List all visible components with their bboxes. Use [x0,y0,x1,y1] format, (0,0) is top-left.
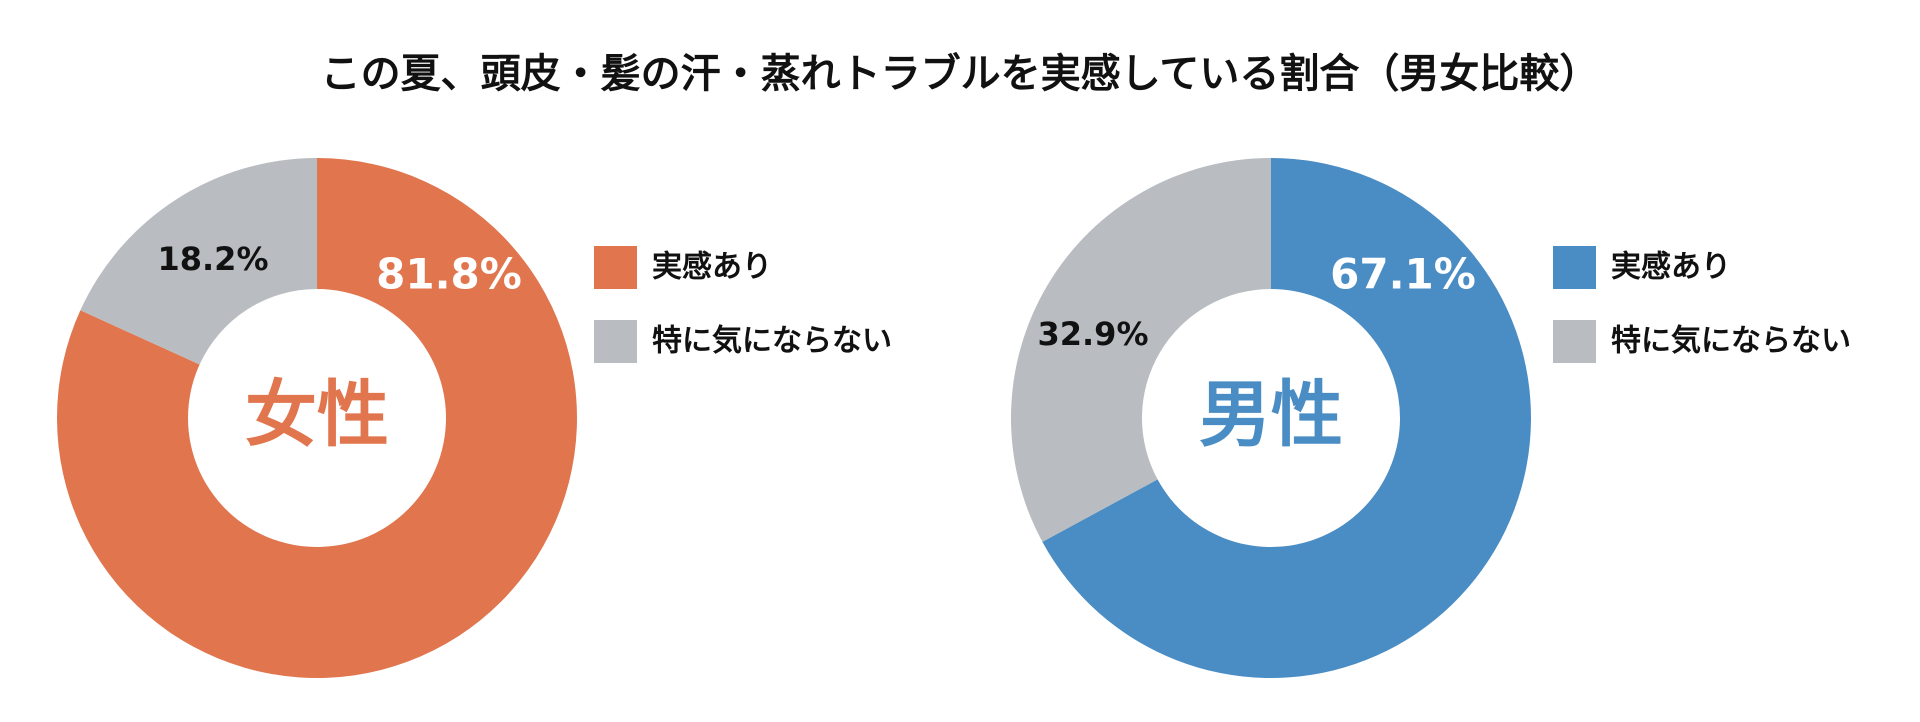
legend-swatch [594,246,637,289]
value-label: 67.1% [1330,250,1476,299]
value-label: 18.2% [157,240,268,278]
value-label: 32.9% [1037,315,1148,353]
legend-swatch [1553,246,1596,289]
value-label: 81.8% [376,250,522,299]
pie-slice [56,158,577,678]
page-title: この夏、頭皮・髪の汗・蒸れトラブルを実感している割合（男女比較） [321,51,1600,97]
legend-label: 実感あり [652,250,772,285]
pie-slice [80,158,318,365]
legend-swatch [1553,320,1596,363]
center-label: 女性 [245,373,389,457]
pie-slice [1042,158,1532,678]
legend-label: 特に気にならない [1611,324,1851,359]
legend-label: 特に気にならない [652,324,892,359]
legend-label: 実感あり [1611,250,1731,285]
center-label: 男性 [1199,373,1343,457]
legend-swatch [594,320,637,363]
pie-slice [1011,158,1271,542]
